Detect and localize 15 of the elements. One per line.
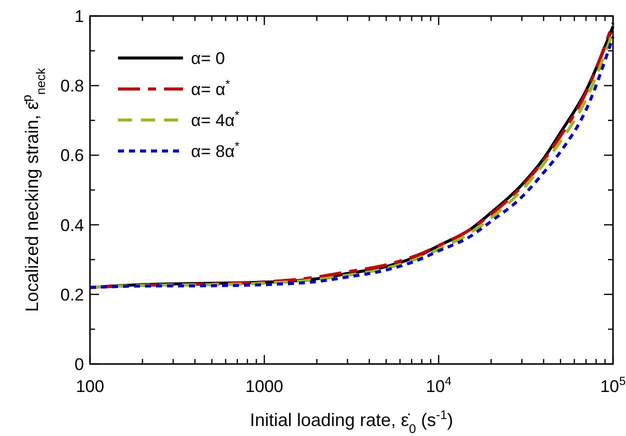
legend-label: α= 0 [191, 49, 225, 68]
x-tick-label: 1000 [245, 377, 284, 396]
y-tick-label: 0.2 [60, 285, 84, 304]
x-tick-label: 10$^{5}$ [600, 374, 626, 396]
legend-label: α= α$^{*}$ [191, 77, 230, 99]
x-axis-title: Initial loading rate, ε̇$_{0}$ (s$^{-1}$) [250, 408, 454, 436]
legend-label: α= 8α$^{*}$ [191, 139, 240, 161]
x-tick-label: 10$^{4}$ [426, 374, 452, 396]
y-tick-label: 0 [74, 355, 84, 374]
y-tick-label: 0.6 [60, 146, 84, 166]
y-tick-label: 1 [74, 7, 84, 26]
y-tick-label: 0.8 [60, 76, 84, 96]
y-tick-label: 0.4 [60, 216, 84, 235]
legend-label: α= 4α$^{*}$ [191, 108, 240, 130]
x-tick-label: 100 [76, 377, 104, 396]
